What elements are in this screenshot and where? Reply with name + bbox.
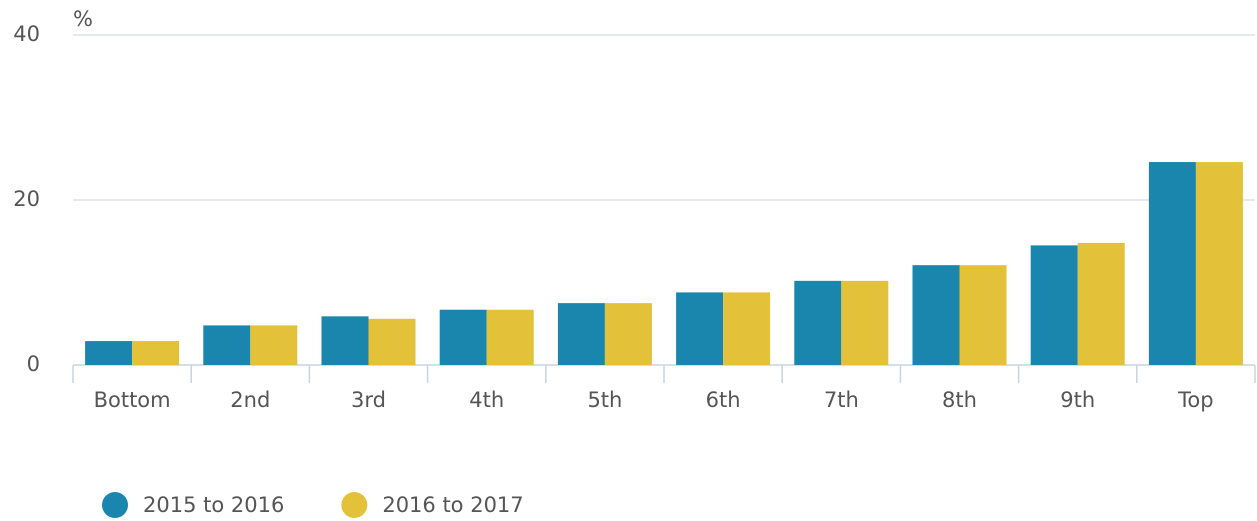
bar <box>557 303 605 365</box>
bar <box>250 325 298 365</box>
x-tick-label: 7th <box>824 388 859 412</box>
x-tick-label: 2nd <box>230 388 270 412</box>
y-tick-label: 0 <box>27 352 40 376</box>
bar <box>604 303 652 365</box>
x-tick-label: 8th <box>942 388 977 412</box>
bar <box>321 316 369 365</box>
bar <box>912 265 960 365</box>
bar <box>723 292 771 365</box>
legend-label: 2016 to 2017 <box>382 493 523 517</box>
legend-label: 2015 to 2016 <box>143 493 284 517</box>
x-tick-label: 3rd <box>351 388 386 412</box>
x-tick-label: 9th <box>1060 388 1095 412</box>
x-tick-label: 4th <box>469 388 504 412</box>
y-tick-label: 20 <box>13 187 40 211</box>
bar <box>85 341 133 365</box>
bar <box>439 309 487 365</box>
bar <box>203 325 251 365</box>
bar <box>794 280 842 365</box>
x-tick-label: 5th <box>587 388 622 412</box>
bar <box>132 341 180 365</box>
y-unit: % <box>73 7 93 31</box>
bar <box>841 280 889 365</box>
bar <box>1030 245 1078 365</box>
bar <box>486 309 534 365</box>
x-tick-label: Bottom <box>94 388 171 412</box>
y-tick-label: 40 <box>13 22 40 46</box>
bar <box>1077 242 1125 365</box>
x-tick-label: 6th <box>706 388 741 412</box>
bar <box>959 265 1007 365</box>
bar <box>1195 162 1243 365</box>
bar <box>1148 162 1196 365</box>
x-tick-label: Top <box>1177 388 1213 412</box>
legend-marker <box>341 492 368 518</box>
bar <box>676 292 724 365</box>
legend-marker <box>102 492 128 518</box>
bar <box>368 318 416 365</box>
